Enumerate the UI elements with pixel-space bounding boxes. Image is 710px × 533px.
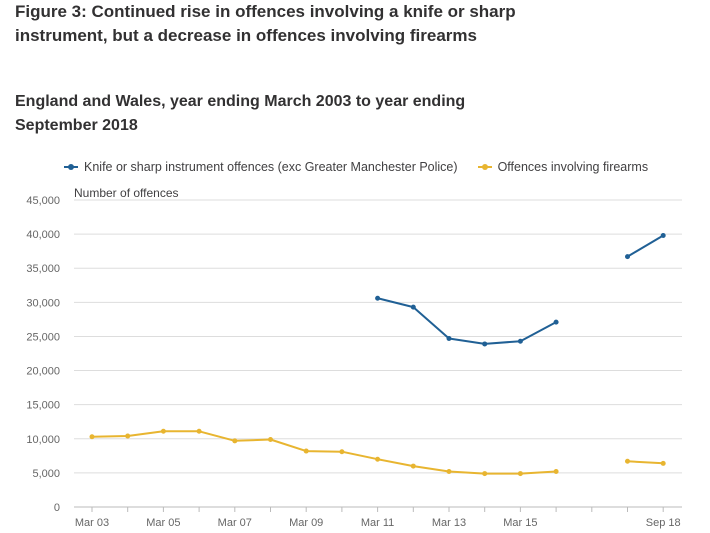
y-tick-label: 45,000 xyxy=(26,195,60,207)
x-tick-label: Mar 03 xyxy=(75,517,109,529)
data-point-firearms xyxy=(339,449,345,455)
data-point-firearms xyxy=(625,458,630,464)
data-point-firearms xyxy=(268,436,273,442)
legend-swatch-knife xyxy=(64,162,78,172)
chart-title: Figure 3: Continued rise in offences inv… xyxy=(15,2,516,45)
y-tick-label: 20,000 xyxy=(26,366,60,378)
data-point-firearms xyxy=(303,448,309,454)
data-point-knife xyxy=(410,304,416,310)
legend-swatch-firearms xyxy=(477,162,492,172)
x-tick-label: Mar 07 xyxy=(218,517,252,529)
data-point-knife xyxy=(517,338,523,344)
series-line-firearms xyxy=(91,430,557,475)
data-point-firearms xyxy=(89,434,95,440)
legend-label-knife: Knife or sharp instrument offences (exc … xyxy=(84,160,458,174)
data-point-knife xyxy=(375,295,381,301)
x-tick-label: Mar 05 xyxy=(146,517,180,529)
data-point-knife xyxy=(660,232,666,238)
data-point-firearms xyxy=(375,456,381,462)
data-point-firearms xyxy=(160,428,166,434)
series-line-knife xyxy=(377,297,557,345)
data-point-firearms xyxy=(553,469,559,475)
data-point-firearms xyxy=(196,428,202,434)
y-axis-label: Number of offences xyxy=(74,186,179,200)
y-tick-label: 40,000 xyxy=(26,229,60,241)
legend-label-firearms: Offences involving firearms xyxy=(497,160,649,174)
y-tick-label: 35,000 xyxy=(26,263,60,275)
legend-item-knife[interactable]: Knife or sharp instrument offences (exc … xyxy=(64,160,458,174)
legend-item-firearms[interactable]: Offences involving firearms xyxy=(477,160,649,174)
y-tick-label: 10,000 xyxy=(26,434,60,446)
data-point-knife xyxy=(553,319,559,325)
data-point-firearms xyxy=(660,460,666,466)
y-tick-label: 5,000 xyxy=(32,468,60,480)
line-chart: Number of offences 0 5,000 10,000 15,000 20,… xyxy=(26,186,682,529)
y-tick-label: 25,000 xyxy=(26,331,60,343)
x-tick-label: Mar 09 xyxy=(289,517,323,529)
data-point-firearms xyxy=(410,463,416,469)
legend: Knife or sharp instrument offences (exc … xyxy=(64,158,668,176)
data-point-firearms xyxy=(232,438,238,444)
data-point-firearms xyxy=(446,469,452,475)
y-tick-label: 30,000 xyxy=(26,297,60,309)
series-line-knife xyxy=(626,234,664,258)
x-tick-label: Mar 15 xyxy=(503,517,537,529)
data-point-firearms xyxy=(125,433,131,439)
data-point-knife xyxy=(625,254,630,260)
data-point-knife xyxy=(446,335,452,341)
x-tick-label: Mar 13 xyxy=(432,517,466,529)
series-line-firearms xyxy=(627,460,664,465)
data-point-firearms xyxy=(517,471,523,477)
data-point-knife xyxy=(482,341,488,347)
y-tick-label: 15,000 xyxy=(26,400,60,412)
data-point-firearms xyxy=(482,471,488,477)
chart-subtitle: England and Wales, year ending March 200… xyxy=(15,93,466,134)
x-tick-label: Mar 11 xyxy=(361,517,394,529)
y-tick-label: 0 xyxy=(54,502,60,514)
x-tick-label: Sep 18 xyxy=(646,517,681,529)
